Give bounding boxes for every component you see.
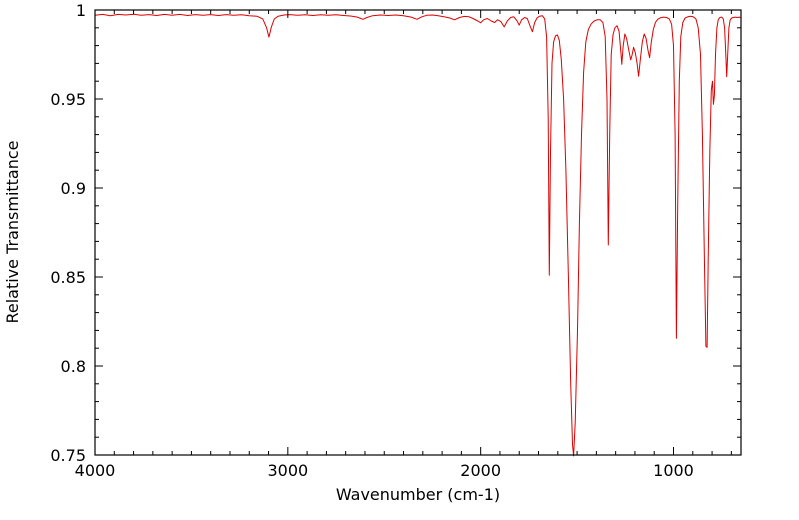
plot-background bbox=[95, 10, 741, 455]
y-axis-title: Relative Transmittance bbox=[3, 140, 22, 323]
x-tick-label: 4000 bbox=[75, 461, 116, 480]
y-tick-label: 0.8 bbox=[61, 357, 86, 376]
y-tick-label: 0.85 bbox=[50, 268, 86, 287]
y-tick-label: 0.9 bbox=[61, 179, 86, 198]
spectrum-line-group bbox=[94, 13, 741, 457]
spectrum-line bbox=[94, 13, 741, 457]
plot-border bbox=[94, 9, 742, 456]
y-tick-label: 0.75 bbox=[50, 446, 86, 465]
y-tick-label: 0.95 bbox=[50, 90, 86, 109]
x-tick-label: 2000 bbox=[460, 461, 501, 480]
axis-ticks bbox=[94, 9, 741, 456]
x-tick-label: 3000 bbox=[267, 461, 308, 480]
x-tick-label: 1000 bbox=[653, 461, 694, 480]
axis-tick-labels: 4000 3000 2000 1000 1 0.95 0.9 0.85 0.8 0.75 bbox=[50, 1, 693, 480]
y-tick-label: 1 bbox=[76, 1, 86, 20]
x-axis-title: Wavenumber (cm-1) bbox=[336, 485, 500, 504]
